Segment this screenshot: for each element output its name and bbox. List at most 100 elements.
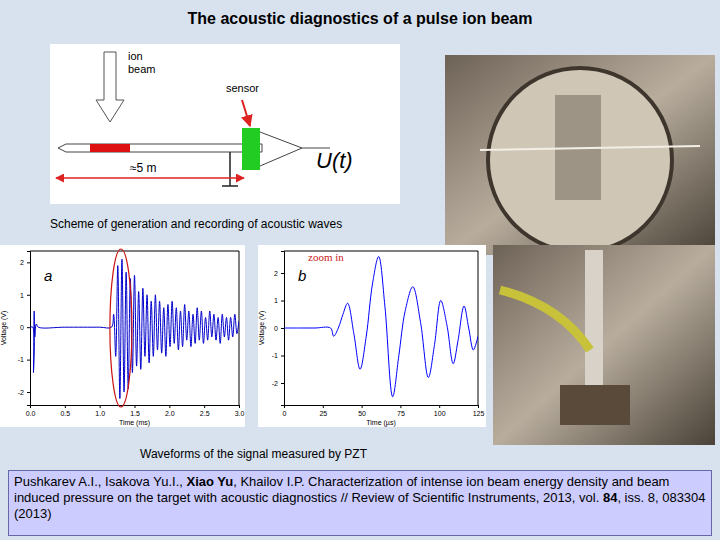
tick-mark (65, 405, 66, 408)
waveforms-caption: Waveforms of the signal measured by PZT (140, 447, 368, 461)
tick-label: 125 (473, 410, 485, 417)
tick: -1 (272, 352, 284, 359)
reference: Pushkarev A.I., Isakova Yu.I., Xiao Yu, … (8, 470, 712, 536)
sensor-label: sensor (226, 82, 259, 94)
photo-detail (585, 250, 603, 400)
tick-mark (439, 405, 440, 408)
reference-text: Pushkarev A.I., Isakova Yu.I., (14, 474, 186, 489)
y-axis-title: Voltage (V) (0, 311, 8, 346)
photo-sensor (493, 245, 715, 445)
tick-mark (27, 295, 30, 296)
tick: 0 (274, 325, 284, 332)
highlight-ellipse (110, 249, 132, 407)
tick: 0.0 (26, 405, 36, 417)
y-axis: -2 -1 0 1 2 (272, 252, 285, 406)
tick: 3.0 (235, 405, 245, 417)
annotation: zoom in (308, 251, 344, 263)
slide: The acoustic diagnostics of a pulse ion … (0, 0, 720, 540)
chart: 0255075100125-2-1012Time (µs)Voltage (V)… (258, 245, 486, 427)
scheme-caption: Scheme of generation and recording of ac… (50, 217, 342, 231)
plot-frame (30, 251, 239, 405)
photo-detail (480, 146, 700, 150)
plot-area (30, 259, 239, 398)
photo-chamber (445, 55, 715, 255)
axis-line (31, 406, 240, 409)
tick-label: 1 (274, 297, 278, 304)
y-axis-title: Voltage (V) (258, 311, 266, 346)
tick-label: -2 (272, 380, 278, 387)
tick: 0.5 (60, 405, 70, 417)
distance-label: ≈5 m (130, 161, 157, 175)
tick: 2.5 (200, 405, 210, 417)
tick-label: 0 (283, 410, 287, 417)
tick-label: -1 (272, 352, 278, 359)
tick-mark (281, 356, 284, 357)
photo (493, 245, 715, 445)
tick: 0 (20, 324, 30, 331)
reference-text: Xiao Yu (186, 474, 233, 489)
tick-mark (400, 405, 401, 408)
tick-mark (239, 405, 240, 408)
distance-arrow (56, 177, 244, 179)
tick-label: 3.0 (235, 410, 245, 417)
tick-mark (281, 328, 284, 329)
scheme-background (50, 44, 400, 204)
chart-background (0, 245, 245, 427)
title: The acoustic diagnostics of a pulse ion … (188, 10, 533, 27)
photo-detail (500, 290, 590, 350)
tick-mark (323, 405, 324, 408)
tick-label: 100 (434, 410, 446, 417)
x-axis: 0.0 0.5 1.0 1.5 2.0 2.5 3.0 (26, 405, 245, 417)
tick-mark (204, 405, 205, 408)
tick-mark (281, 273, 284, 274)
x-axis: 0255075100125 (283, 405, 485, 417)
tick: -1 (18, 356, 30, 363)
tick: 50 (358, 405, 366, 417)
tick: 2 (274, 270, 284, 277)
photo-window (488, 68, 672, 252)
tick-mark (27, 392, 30, 393)
x-axis-title: Time (µs) (366, 419, 395, 427)
x-axis-title: Time (ms) (119, 419, 150, 427)
axis-line (27, 252, 31, 406)
tick-mark (478, 405, 479, 408)
tick-label: 1 (20, 292, 24, 299)
tick: 100 (434, 405, 446, 417)
plot-frame (284, 251, 478, 405)
ion-beam-arrow (96, 52, 124, 122)
tick-label: 2 (20, 259, 24, 266)
tick-mark (100, 405, 101, 408)
reference-text: 84 (603, 490, 617, 505)
tick-mark (362, 405, 363, 408)
target (90, 144, 130, 152)
tick: 1 (274, 297, 284, 304)
tick-label: 2.0 (165, 410, 175, 417)
tick-label: 2 (274, 270, 278, 277)
tick-label: 1.0 (95, 410, 105, 417)
tick: 1.0 (95, 405, 105, 417)
signal-label: U(t) (316, 148, 353, 173)
tick-label: 75 (397, 410, 405, 417)
waveform (30, 259, 239, 398)
sensor (242, 128, 260, 170)
ion-beam-label: beam (128, 63, 156, 75)
tick: 0 (283, 405, 287, 417)
tick: -2 (272, 380, 284, 387)
ground (222, 152, 238, 186)
tick: 1 (20, 292, 30, 299)
tick-label: -2 (18, 389, 24, 396)
axis-line (281, 252, 285, 406)
ion-beam-label: ion (128, 50, 143, 62)
waveform (284, 256, 478, 396)
y-axis: -2 -1 0 1 2 (18, 252, 31, 406)
chart: 0.0 0.5 1.0 1.5 2.0 2.5 3.0 -2 -1 0 1 2 Time (ms) Vol… (0, 245, 245, 427)
tick-label: 1.5 (130, 410, 140, 417)
tick-label: 0.0 (26, 410, 36, 417)
photo (445, 55, 715, 255)
tick-label: 0.5 (60, 410, 70, 417)
panel-label: a (44, 267, 52, 284)
tick: 125 (473, 405, 485, 417)
tick-label: 50 (358, 410, 366, 417)
tick-label: 0 (20, 324, 24, 331)
rod (58, 144, 262, 152)
